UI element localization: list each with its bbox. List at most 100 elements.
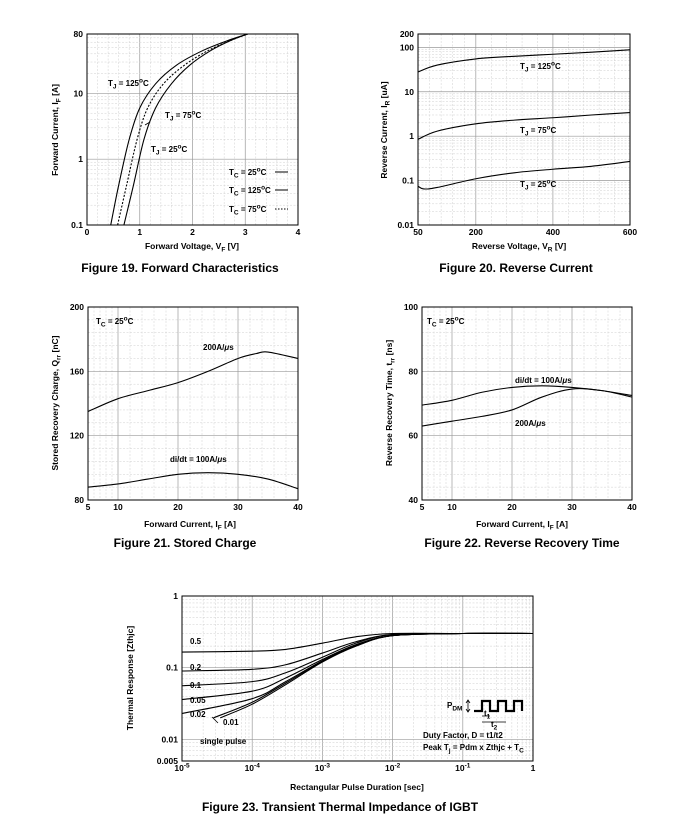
x-tick-label: 50 <box>413 227 423 237</box>
figure-caption: Figure 23. Transient Thermal Impedance o… <box>202 800 479 814</box>
series-label: 0.01 <box>223 718 239 727</box>
y-tick-label: 10 <box>74 88 84 98</box>
series-label: TJ = 25oC <box>151 144 188 157</box>
y-tick-label: 80 <box>74 29 84 39</box>
x-tick-label: 40 <box>627 502 637 512</box>
fig20-chart: 50 200 400 600 0.01 0.1 1 10 100 200 Reverse Volta… <box>379 29 637 275</box>
series-line <box>117 33 249 226</box>
x-axis-label: Rectangular Pulse Duration [sec] <box>290 782 424 792</box>
series-label: PDM <box>447 701 462 713</box>
annotation-text: Peak Tj = Pdm x Zthjc + TC <box>423 743 524 755</box>
y-axis-label: Stored Recovery Charge, Qrr [nC] <box>50 335 63 470</box>
series-label: single pulse <box>200 737 247 746</box>
x-tick-label: 200 <box>469 227 483 237</box>
y-tick-label: 200 <box>70 302 84 312</box>
series-label: 200A/μs <box>203 343 234 352</box>
y-tick-label: 0.1 <box>166 663 178 673</box>
x-tick-label: 600 <box>623 227 637 237</box>
y-tick-label: 120 <box>70 431 84 441</box>
x-tick-label: 400 <box>546 227 560 237</box>
x-tick-label: 10 <box>113 502 123 512</box>
x-tick-label: 2 <box>190 227 195 237</box>
figure-caption: Figure 19. Forward Characteristics <box>81 261 279 275</box>
series-label: 0.5 <box>190 637 202 646</box>
fig22-chart: 5 10 20 30 40 40 60 80 100 Forward Current, IF [A… <box>384 302 637 550</box>
x-tick-label: 20 <box>507 502 517 512</box>
x-tick-label: 30 <box>233 502 243 512</box>
series-line <box>421 388 633 427</box>
fig21-chart: 5 10 20 30 40 80 120 160 200 Forward Current, IF … <box>50 302 303 550</box>
y-tick-label: 1 <box>173 591 178 601</box>
series-line <box>181 632 534 672</box>
series-line <box>417 49 631 73</box>
y-tick-label: 80 <box>75 495 85 505</box>
x-tick-label: 3 <box>243 227 248 237</box>
y-tick-label: 0.1 <box>71 220 83 230</box>
y-axis-label: Reverse Recovery Time, trr [ns] <box>384 340 397 467</box>
plot-frame <box>417 33 631 226</box>
x-tick-label: 1 <box>137 227 142 237</box>
x-tick-label: 10-1 <box>455 763 471 774</box>
y-tick-label: 40 <box>409 495 419 505</box>
y-tick-label: 160 <box>70 366 84 376</box>
series-line <box>181 632 534 701</box>
y-tick-label: 0.01 <box>397 220 414 230</box>
series-line <box>123 33 249 226</box>
x-tick-label: 1 <box>531 763 536 773</box>
y-tick-label: 10 <box>405 87 415 97</box>
series-label: TJ = 75oC <box>165 110 202 123</box>
x-tick-label: 40 <box>293 502 303 512</box>
series-label: TJ = 75oC <box>520 125 557 138</box>
plot-frame <box>86 33 299 226</box>
series-line <box>421 385 633 406</box>
series-label: di/dt = 100A/μs <box>515 376 572 385</box>
x-tick-label: 10-4 <box>245 763 261 774</box>
x-tick-label: 20 <box>173 502 183 512</box>
plot-frame <box>87 306 299 501</box>
annotation-arrow <box>144 121 151 126</box>
x-tick-label: 10 <box>447 502 457 512</box>
series-line <box>417 112 631 140</box>
pulse-train-icon <box>474 699 524 713</box>
x-tick-label: 30 <box>567 502 577 512</box>
x-tick-label: 10-3 <box>315 763 331 774</box>
y-tick-label: 1 <box>409 131 414 141</box>
series-label: 0.2 <box>190 663 202 672</box>
x-tick-label: 0 <box>85 227 90 237</box>
figure-caption: Figure 20. Reverse Current <box>439 261 592 275</box>
x-axis-label: Forward Current, IF [A] <box>144 519 236 532</box>
y-axis-label: Reverse Current, IR [uA] <box>379 81 392 178</box>
series-label: t2 <box>491 720 498 732</box>
x-tick-label: 10-5 <box>174 763 190 774</box>
series-label: t1 <box>484 709 491 721</box>
series-line <box>87 472 299 490</box>
y-tick-label: 60 <box>409 431 419 441</box>
annotation-text: TC = 25oC <box>96 316 134 329</box>
series-line <box>417 160 631 190</box>
y-tick-label: 80 <box>409 366 419 376</box>
legend-entry: TC = 25oC <box>229 167 267 180</box>
fig19-chart: 0 1 2 3 4 0.1 1 10 80 Forward Voltage, VF [V] Forw… <box>50 29 301 275</box>
y-tick-label: 0.1 <box>402 176 414 186</box>
y-tick-label: 200 <box>400 29 414 39</box>
plot-frame <box>181 595 534 762</box>
plot-frame <box>421 306 633 501</box>
series-label: di/dt = 100A/μs <box>170 455 227 464</box>
x-tick-label: 10-2 <box>385 763 401 774</box>
series-label: 0.05 <box>190 696 206 705</box>
figure-caption: Figure 21. Stored Charge <box>114 536 257 550</box>
series-label: TJ = 125oC <box>520 61 561 74</box>
legend-entry: TC = 125oC <box>229 185 271 198</box>
x-axis-label: Reverse Voltage, VR [V] <box>472 241 566 254</box>
series-line <box>110 33 249 226</box>
y-tick-label: 1 <box>78 154 83 164</box>
annotation-arrow <box>211 716 219 724</box>
legend-entry: TC = 75oC <box>229 204 267 217</box>
x-tick-label: 4 <box>296 227 301 237</box>
series-label: TJ = 125oC <box>108 78 149 91</box>
figure-caption: Figure 22. Reverse Recovery Time <box>424 536 620 550</box>
series-label: 0.1 <box>190 681 202 690</box>
x-axis-label: Forward Voltage, VF [V] <box>145 241 239 254</box>
x-tick-label: 5 <box>86 502 91 512</box>
